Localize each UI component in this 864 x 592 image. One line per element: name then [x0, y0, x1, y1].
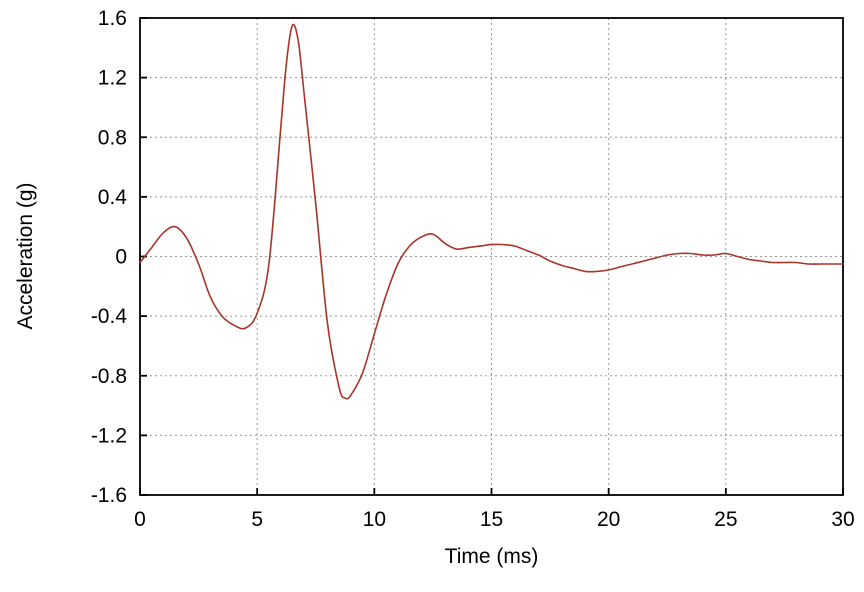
y-axis-label: Acceleration (g)	[14, 182, 37, 330]
y-tick-label: -0.8	[91, 365, 127, 388]
y-tick-label: 0	[115, 246, 127, 269]
y-tick-label: 1.2	[98, 67, 127, 90]
y-tick-label: -1.6	[91, 484, 127, 507]
y-tick-label: -0.4	[91, 305, 128, 328]
x-tick-label: 15	[480, 508, 503, 531]
x-tick-label: 10	[363, 508, 386, 531]
x-tick-label: 5	[251, 508, 263, 531]
acceleration-data-line	[139, 23, 844, 400]
x-tick-label: 0	[134, 508, 146, 531]
y-tick-label: 0.4	[98, 186, 128, 209]
x-axis-label: Time (ms)	[444, 545, 539, 568]
y-tick-label: -1.2	[91, 424, 127, 447]
x-tick-label: 20	[597, 508, 620, 531]
x-tick-label: 30	[831, 508, 854, 531]
x-tick-label: 25	[714, 508, 737, 531]
y-tick-label: 0.8	[98, 126, 127, 149]
y-tick-label: 1.6	[98, 7, 127, 30]
